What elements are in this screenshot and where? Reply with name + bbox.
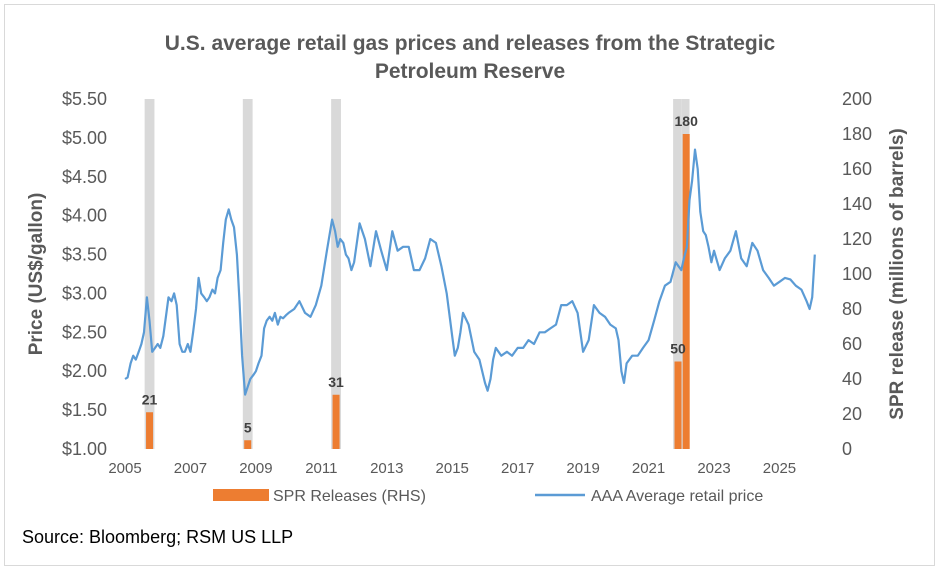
spr-bar-label-5: 180: [675, 113, 699, 129]
chart-title-line-2: Petroleum Reserve: [375, 60, 565, 83]
shaded-period-1: [144, 99, 155, 449]
left-axis-label: Price (US$/gallon): [26, 193, 47, 356]
y-tick-label: $3.00: [62, 283, 107, 303]
source-note: Source: Bloomberg; RSM US LLP: [22, 527, 294, 547]
y-tick-label: $3.50: [62, 245, 107, 265]
x-tick-label: 2021: [632, 460, 665, 477]
left-axis-ticks: $1.00 $1.50 $2.00 $2.50 $3.00 $3.50 $4.00 $4.50…: [62, 89, 107, 459]
x-tick-label: 2009: [239, 460, 272, 477]
x-tick-label: 2023: [697, 460, 730, 477]
y2-tick-label: 80: [842, 299, 862, 319]
y-tick-label: $2.00: [62, 361, 107, 381]
spr-bar-1: [146, 412, 154, 449]
legend-price-label: AAA Average retail price: [591, 488, 763, 505]
right-axis-label: SPR release (millions of barrels): [887, 128, 908, 419]
x-tick-label: 2019: [566, 460, 599, 477]
right-axis-ticks: 0 20 40 60 80 100 120 140 160 180 200: [842, 89, 872, 459]
y2-tick-label: 60: [842, 334, 862, 354]
spr-bar-label-2: 5: [244, 419, 252, 435]
spr-bar-3: [332, 394, 340, 449]
y-tick-label: $5.50: [62, 89, 107, 109]
y2-tick-label: 160: [842, 159, 872, 179]
shaded-period-2: [242, 99, 253, 449]
x-tick-label: 2025: [763, 460, 796, 477]
spr-bar-labels: 21 5 31 50 180: [142, 113, 698, 435]
y-tick-label: $1.50: [62, 400, 107, 420]
x-tick-label: 2011: [305, 460, 337, 477]
y-tick-label: $4.50: [62, 167, 107, 187]
y-tick-label: $1.00: [62, 439, 107, 459]
spr-bar-label-3: 31: [328, 374, 344, 390]
y-tick-label: $4.00: [62, 206, 107, 226]
price-line: [124, 148, 816, 396]
x-tick-label: 2013: [370, 460, 403, 477]
shaded-period-3: [331, 99, 341, 449]
y-tick-label: $2.50: [62, 322, 107, 342]
x-tick-label: 2015: [436, 460, 469, 477]
y2-tick-label: 120: [842, 229, 872, 249]
legend-spr-swatch: [213, 489, 269, 501]
x-axis-ticks: 2005 2007 2009 2011 2013 2015 2017 2019 2021 2023…: [108, 460, 796, 477]
spr-bar-4: [674, 361, 682, 449]
spr-bar-label-4: 50: [670, 341, 686, 357]
spr-bar-label-1: 21: [142, 391, 158, 407]
x-tick-label: 2017: [501, 460, 534, 477]
y-tick-label: $5.00: [62, 128, 107, 148]
shaded-period-4: [673, 99, 682, 449]
y2-tick-label: 40: [842, 369, 862, 389]
y2-tick-label: 140: [842, 194, 872, 214]
spr-bar-2: [244, 440, 252, 449]
spr-bars: [146, 134, 690, 449]
legend-spr-label: SPR Releases (RHS): [273, 488, 426, 505]
x-tick-label: 2007: [174, 460, 207, 477]
x-tick-label: 2005: [108, 460, 141, 477]
y2-tick-label: 20: [842, 404, 862, 424]
y2-tick-label: 100: [842, 264, 872, 284]
spr-bar-5: [682, 134, 690, 449]
y2-tick-label: 200: [842, 89, 872, 109]
y2-tick-label: 180: [842, 124, 872, 144]
chart-frame: [4, 4, 935, 566]
chart-title-line-1: U.S. average retail gas prices and relea…: [165, 32, 776, 55]
y2-tick-label: 0: [842, 439, 852, 459]
shaded-periods: [144, 99, 690, 449]
